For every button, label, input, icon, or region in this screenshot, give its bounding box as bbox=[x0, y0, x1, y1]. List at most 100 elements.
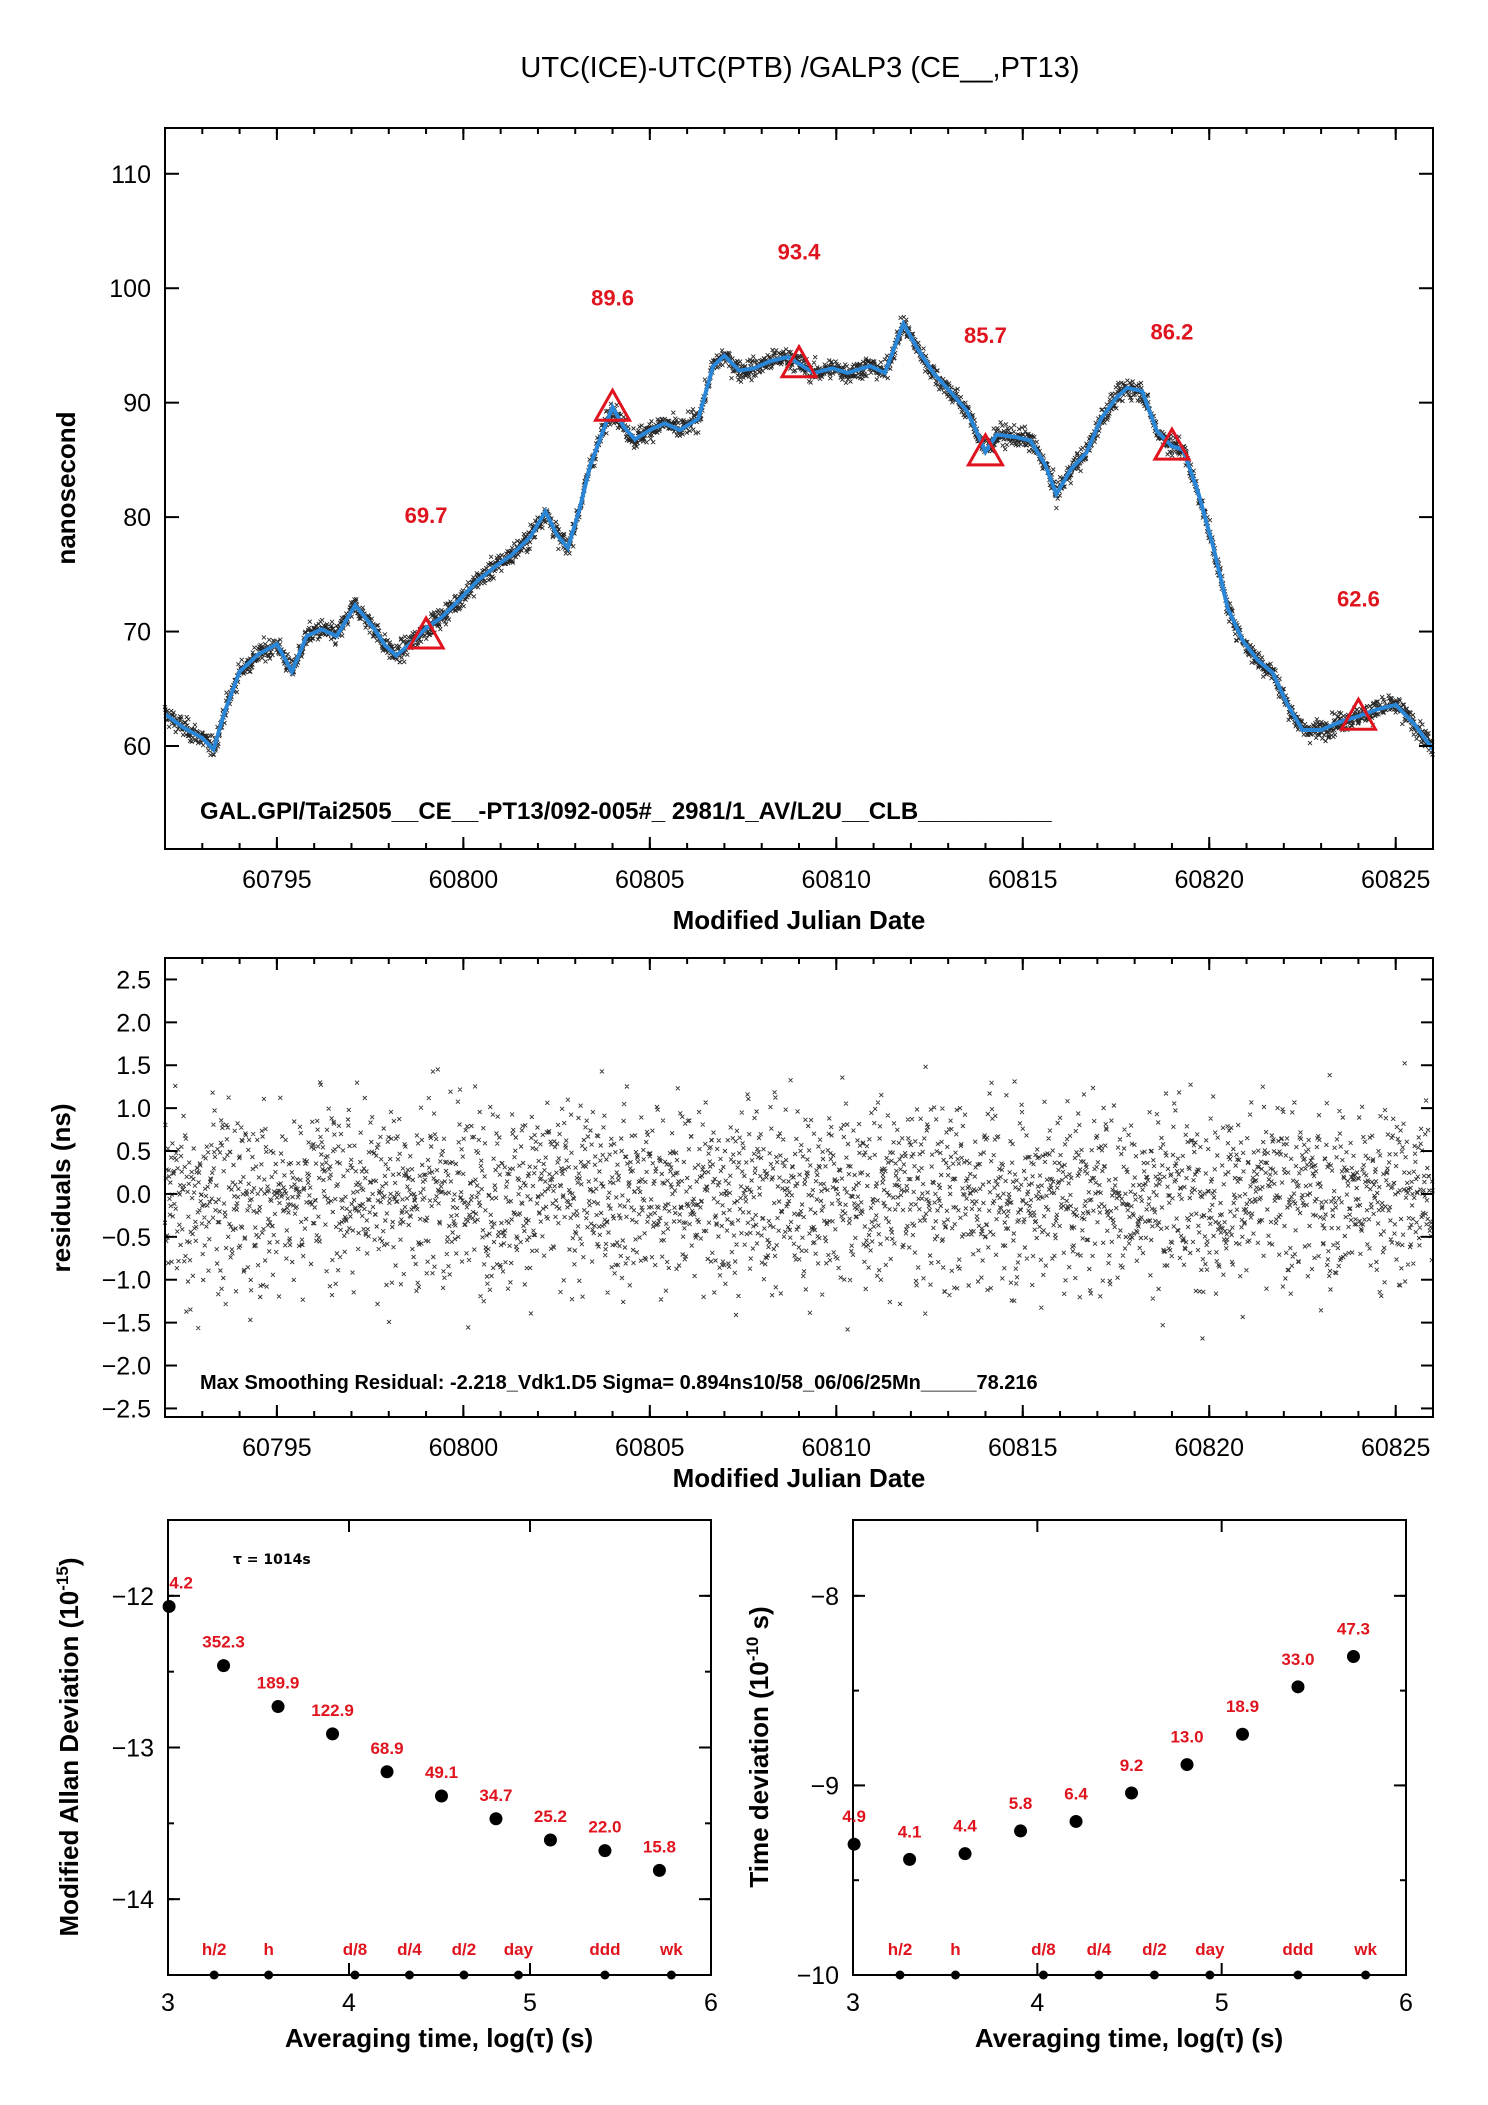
reference-time-dot bbox=[1149, 1970, 1159, 1980]
y-tick-label: 2.5 bbox=[116, 966, 151, 994]
reference-time-label: d/2 bbox=[452, 1940, 477, 1959]
x-tick-label: 5 bbox=[523, 1989, 537, 2017]
y-tick-label: −8 bbox=[810, 1583, 839, 1611]
y-axis-label: residuals (ns) bbox=[46, 1103, 76, 1272]
y-axis-label: nanosecond bbox=[51, 411, 81, 564]
deviation-point bbox=[326, 1727, 340, 1741]
deviation-point bbox=[1069, 1814, 1083, 1828]
reference-time-dot bbox=[1361, 1970, 1371, 1980]
measurement-cloud bbox=[162, 314, 1435, 758]
y-tick-label: 80 bbox=[123, 504, 151, 532]
tdev-panel: 3 4 5 6 −8 −9 −10 4.9 4.1 4.4 5.8 6.4 9.2 13.0 18.9 33… bbox=[743, 1519, 1413, 2053]
deviation-value-label: 9.2 bbox=[1120, 1756, 1144, 1775]
reference-time-label: d/4 bbox=[397, 1940, 422, 1959]
deviation-value-label: 6.4 bbox=[1064, 1784, 1088, 1803]
reference-time-label: h/2 bbox=[888, 1940, 913, 1959]
deviation-value-label: 33.0 bbox=[1281, 1650, 1314, 1669]
reference-time-label: h/2 bbox=[202, 1940, 227, 1959]
reference-time-label: ddd bbox=[589, 1940, 620, 1959]
deviation-value-label: 22.0 bbox=[588, 1818, 621, 1837]
plot-frame bbox=[167, 1519, 712, 1976]
deviation-point bbox=[162, 1599, 176, 1613]
y-tick-label: 0.0 bbox=[116, 1181, 151, 1209]
deviation-value-label: 4.2 bbox=[169, 1573, 193, 1592]
reference-time-label: day bbox=[1195, 1940, 1225, 1959]
deviation-value-label: 352.3 bbox=[202, 1633, 245, 1652]
y-tick-label: −1.0 bbox=[102, 1267, 151, 1295]
epoch-triangle-marker bbox=[779, 343, 819, 379]
y-axis-label: Time deviation (10-10 s) bbox=[743, 1606, 774, 1887]
x-tick-label: 60815 bbox=[988, 866, 1058, 894]
y-tick-label: −2.5 bbox=[102, 1395, 151, 1423]
deviation-value-label: 13.0 bbox=[1170, 1728, 1203, 1747]
deviation-value-label: 4.9 bbox=[842, 1807, 866, 1826]
deviation-point bbox=[652, 1863, 666, 1877]
y-tick-label: 60 bbox=[123, 733, 151, 761]
epoch-triangle-marker bbox=[1152, 426, 1192, 461]
smoothed-curve bbox=[163, 319, 1435, 754]
epoch-triangle-marker bbox=[406, 614, 446, 650]
plot-frame bbox=[164, 127, 1434, 850]
reference-time-label: day bbox=[504, 1940, 534, 1959]
deviation-value-label: 4.4 bbox=[953, 1817, 977, 1836]
epoch-value-label: 69.7 bbox=[405, 503, 448, 528]
x-tick-label: 3 bbox=[846, 1989, 860, 2017]
deviation-point bbox=[489, 1812, 503, 1826]
y-tick-label: 0.5 bbox=[116, 1138, 151, 1166]
reference-time-label: h bbox=[263, 1940, 273, 1959]
y-tick-label: −9 bbox=[810, 1772, 839, 1800]
y-tick-label: −10 bbox=[797, 1962, 839, 1990]
x-axis-label: Averaging time, log(τ) (s) bbox=[285, 2023, 593, 2053]
reference-time-dot bbox=[1038, 1970, 1048, 1980]
plot-frame bbox=[164, 957, 1434, 1418]
deviation-point bbox=[434, 1789, 448, 1803]
raw-measurement-points bbox=[162, 314, 1435, 758]
deviation-value-label: 47.3 bbox=[1337, 1620, 1370, 1639]
reference-time-dot bbox=[209, 1970, 219, 1980]
x-tick-label: 60795 bbox=[242, 1434, 312, 1462]
reference-time-label: d/8 bbox=[1031, 1940, 1056, 1959]
series-annotation: GAL.GPI/Tai2505__CE__-PT13/092-005#_ 298… bbox=[200, 798, 1052, 825]
deviation-value-label: 25.2 bbox=[534, 1807, 567, 1826]
residual-points bbox=[162, 1060, 1435, 1341]
x-axis-label: Modified Julian Date bbox=[673, 905, 926, 935]
x-tick-label: 60825 bbox=[1361, 866, 1431, 894]
x-tick-label: 60805 bbox=[615, 866, 685, 894]
x-tick-label: 60805 bbox=[615, 1434, 685, 1462]
reference-time-dot bbox=[950, 1970, 960, 1980]
x-tick-label: 60800 bbox=[429, 866, 499, 894]
reference-time-dot bbox=[1293, 1970, 1303, 1980]
epoch-value-label: 62.6 bbox=[1337, 586, 1380, 611]
x-tick-label: 60820 bbox=[1174, 1434, 1244, 1462]
reference-time-dot bbox=[1094, 1970, 1104, 1980]
timeseries-panel: 69.7 89.6 93.4 85.7 86.2 62.6 60795 60800 60805… bbox=[51, 127, 1435, 935]
reference-time-label: d/2 bbox=[1142, 1940, 1167, 1959]
reference-time-dot bbox=[513, 1970, 523, 1980]
page-title: UTC(ICE)-UTC(PTB) /GALP3 (CE__,PT13) bbox=[520, 52, 1079, 84]
deviation-value-label: 34.7 bbox=[479, 1786, 512, 1805]
deviation-value-label: 5.8 bbox=[1009, 1794, 1033, 1813]
deviation-value-label: 15.8 bbox=[643, 1837, 676, 1856]
x-tick-label: 4 bbox=[1030, 1989, 1044, 2017]
reference-time-label: h bbox=[950, 1940, 960, 1959]
plot-frame bbox=[852, 1519, 1407, 1976]
x-tick-label: 60825 bbox=[1361, 1434, 1431, 1462]
x-tick-label: 60815 bbox=[988, 1434, 1058, 1462]
deviation-point bbox=[1346, 1650, 1360, 1663]
tau-note: τ = 1014s bbox=[233, 1552, 311, 1568]
y-tick-label: 90 bbox=[123, 390, 151, 418]
epoch-triangle-marker bbox=[965, 431, 1006, 467]
epoch-triangle-marker bbox=[1338, 696, 1378, 731]
deviation-point bbox=[1291, 1680, 1305, 1694]
reference-time-label: d/4 bbox=[1087, 1940, 1112, 1959]
y-tick-label: −12 bbox=[112, 1583, 154, 1611]
epoch-value-label: 85.7 bbox=[964, 323, 1007, 348]
x-tick-label: 60795 bbox=[242, 866, 312, 894]
reference-time-label: wk bbox=[659, 1940, 683, 1959]
y-tick-label: 100 bbox=[109, 275, 151, 303]
y-tick-label: −13 bbox=[112, 1735, 154, 1763]
epoch-triangle-marker bbox=[592, 387, 633, 422]
residual-cloud bbox=[162, 1060, 1435, 1341]
reference-time-dot bbox=[895, 1970, 905, 1980]
x-tick-label: 60800 bbox=[429, 1434, 499, 1462]
